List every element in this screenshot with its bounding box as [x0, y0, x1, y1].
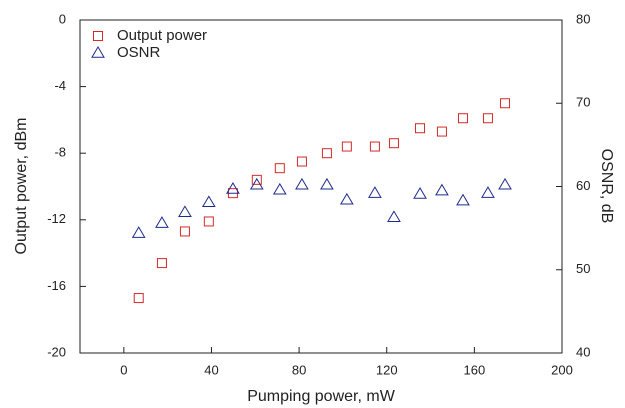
x-tick-label: 0: [120, 362, 127, 377]
square-marker: [133, 293, 144, 304]
triangle-marker: [481, 186, 495, 198]
triangle-marker: [413, 187, 427, 199]
square-marker: [296, 156, 307, 167]
square-marker: [93, 31, 103, 41]
triangle-marker: [368, 186, 382, 198]
y-tick-label: -4: [54, 78, 66, 93]
triangle-marker: [320, 177, 334, 190]
y2-tick-label: 40: [576, 344, 590, 359]
square-marker: [321, 148, 332, 159]
square-marker: [341, 141, 352, 152]
square-marker: [369, 141, 380, 152]
square-marker: [179, 226, 190, 237]
triangle-marker: [131, 226, 146, 238]
triangle-marker: [498, 177, 512, 190]
square-marker: [457, 113, 468, 124]
triangle-marker: [178, 205, 192, 218]
y2-tick-label: 70: [576, 95, 590, 110]
triangle-marker: [201, 195, 216, 208]
y2-tick-label: 50: [576, 261, 590, 276]
triangle-marker: [435, 183, 449, 196]
x-tick-label: 40: [204, 362, 218, 377]
y-tick-label: -8: [54, 145, 66, 160]
legend-text: OSNR: [117, 44, 161, 61]
legend-text: Output power: [117, 27, 207, 44]
y-tick-label: -20: [47, 344, 66, 359]
triangle-marker: [387, 210, 401, 223]
y-tick-label: 0: [59, 11, 66, 26]
y-tick-label: -12: [47, 211, 66, 226]
square-marker: [203, 216, 214, 227]
square-marker: [482, 113, 493, 124]
triangle-marker: [295, 177, 309, 190]
square-marker: [274, 163, 285, 174]
triangle-marker: [339, 192, 354, 205]
square-marker: [388, 138, 399, 149]
triangle-marker: [456, 193, 470, 206]
x-axis-title: Pumping power, mW: [247, 388, 396, 405]
y-axis-title: Output power, dBm: [13, 118, 30, 255]
triangle-marker: [272, 182, 287, 195]
square-marker: [500, 98, 511, 109]
triangle-marker: [249, 177, 264, 190]
triangle-marker: [226, 182, 240, 194]
triangle-marker: [155, 216, 169, 228]
x-tick-label: 120: [376, 362, 398, 377]
x-tick-label: 160: [464, 362, 486, 377]
y2-axis-title: OSNR, dB: [598, 149, 615, 224]
square-marker: [415, 123, 426, 134]
triangle-marker: [91, 46, 105, 58]
y2-tick-label: 80: [576, 11, 590, 26]
square-marker: [156, 258, 167, 269]
x-tick-label: 200: [551, 362, 573, 377]
plot-frame: [79, 19, 563, 354]
x-tick-label: 80: [292, 362, 306, 377]
y-tick-label: -16: [47, 278, 66, 293]
square-marker: [251, 174, 262, 185]
y2-tick-label: 60: [576, 178, 590, 193]
square-marker: [436, 126, 447, 137]
